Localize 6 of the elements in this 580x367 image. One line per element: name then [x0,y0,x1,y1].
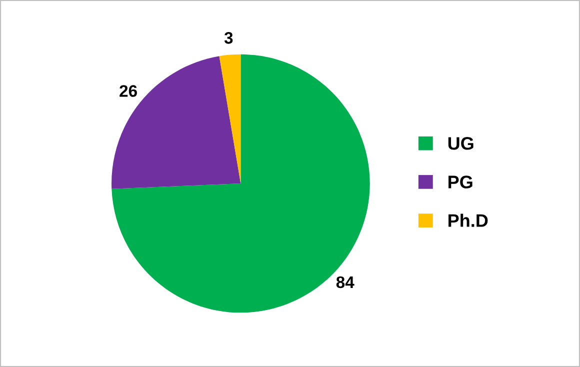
legend-label: Ph.D [448,214,488,227]
legend-label: PG [448,176,472,188]
data-label: 3 [224,32,233,44]
data-label: 26 [120,85,137,97]
legend-label: UG [448,137,474,150]
data-label: 84 [336,276,354,288]
